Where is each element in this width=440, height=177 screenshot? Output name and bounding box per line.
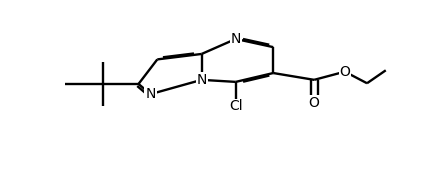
Text: O: O [339, 65, 350, 79]
Text: N: N [145, 87, 156, 101]
Text: O: O [309, 96, 319, 110]
Text: N: N [196, 73, 207, 87]
Text: Cl: Cl [229, 99, 242, 113]
Text: N: N [231, 32, 241, 46]
